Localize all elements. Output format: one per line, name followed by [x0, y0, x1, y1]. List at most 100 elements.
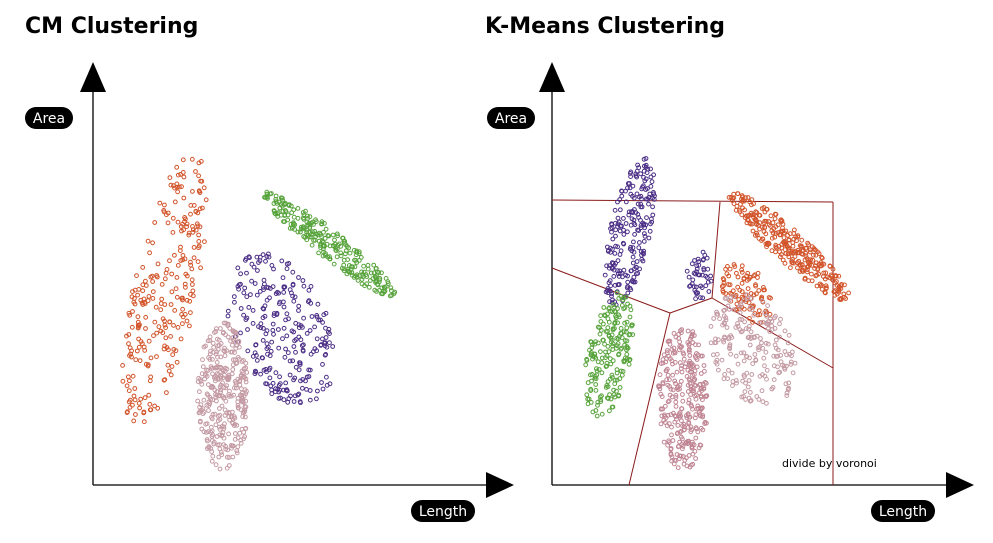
data-point — [135, 292, 141, 298]
data-point — [135, 319, 141, 325]
data-point — [737, 310, 743, 316]
data-point — [307, 328, 313, 333]
data-point — [618, 368, 624, 374]
data-point — [127, 312, 133, 318]
data-point — [614, 290, 620, 296]
data-point — [627, 285, 633, 291]
data-point — [198, 265, 204, 271]
data-point — [735, 284, 741, 290]
data-point — [756, 308, 762, 314]
data-point — [210, 365, 215, 371]
data-point — [754, 333, 760, 339]
data-point — [195, 223, 201, 229]
data-point — [671, 331, 677, 336]
data-point — [332, 237, 337, 243]
data-point — [602, 341, 607, 347]
data-point — [607, 392, 612, 398]
data-point — [174, 275, 180, 280]
data-point — [667, 338, 673, 344]
data-point — [183, 284, 188, 290]
data-point — [319, 234, 324, 240]
data-point — [685, 440, 691, 446]
data-point — [238, 330, 243, 336]
data-point — [225, 313, 231, 319]
data-point — [589, 345, 595, 351]
data-point — [310, 229, 315, 235]
data-point — [354, 260, 360, 265]
data-point — [319, 221, 325, 227]
data-point — [617, 385, 623, 390]
data-point — [197, 190, 203, 196]
data-point — [680, 443, 686, 449]
data-point — [331, 261, 337, 267]
data-point — [362, 283, 368, 289]
data-point — [830, 278, 836, 283]
data-point — [722, 334, 727, 340]
data-point — [619, 188, 624, 194]
data-point — [277, 299, 283, 305]
data-point — [778, 232, 783, 238]
data-point — [298, 224, 304, 230]
data-point — [744, 354, 750, 360]
data-point — [603, 289, 609, 295]
data-point — [250, 321, 256, 326]
data-point — [622, 305, 628, 311]
data-point — [137, 322, 142, 328]
data-point — [346, 263, 352, 268]
data-point — [588, 350, 594, 355]
data-point — [244, 294, 250, 300]
data-point — [673, 414, 679, 419]
data-point — [270, 327, 276, 333]
data-point — [174, 164, 180, 170]
data-point — [773, 224, 779, 230]
data-point — [815, 249, 820, 255]
data-point — [265, 351, 270, 357]
data-point — [156, 324, 162, 330]
data-point — [184, 221, 190, 227]
data-point — [132, 386, 138, 391]
data-point — [621, 241, 627, 247]
data-point — [605, 248, 611, 254]
data-point — [228, 443, 234, 448]
data-point — [601, 305, 607, 310]
data-point — [614, 370, 620, 376]
data-point — [306, 374, 312, 379]
data-point — [150, 296, 156, 301]
data-point — [809, 271, 814, 277]
data-point — [292, 227, 298, 232]
scatter-points — [120, 156, 851, 472]
data-point — [187, 323, 192, 329]
data-point — [641, 239, 647, 244]
data-point — [349, 272, 355, 278]
data-point — [606, 332, 612, 338]
data-point — [137, 358, 143, 364]
data-point — [687, 360, 692, 366]
data-point — [343, 248, 349, 254]
data-point — [605, 396, 611, 402]
data-point — [230, 342, 235, 348]
data-point — [124, 333, 129, 339]
data-point — [663, 359, 669, 365]
data-point — [270, 284, 276, 290]
data-point — [243, 426, 249, 431]
data-point — [599, 393, 604, 399]
data-point — [630, 260, 636, 266]
data-point — [608, 308, 613, 314]
data-point — [264, 346, 270, 352]
data-point — [623, 221, 629, 226]
data-point — [607, 278, 613, 284]
data-point — [180, 297, 185, 303]
data-point — [600, 321, 606, 327]
data-point — [209, 434, 215, 439]
data-point — [617, 197, 623, 202]
data-point — [660, 360, 666, 366]
data-point — [301, 234, 307, 239]
data-point — [131, 393, 137, 399]
data-point — [694, 263, 700, 269]
data-point — [705, 279, 711, 285]
data-point — [665, 372, 671, 378]
data-point — [318, 241, 324, 247]
data-point — [778, 316, 783, 322]
data-point — [291, 344, 297, 349]
data-point — [834, 283, 840, 288]
